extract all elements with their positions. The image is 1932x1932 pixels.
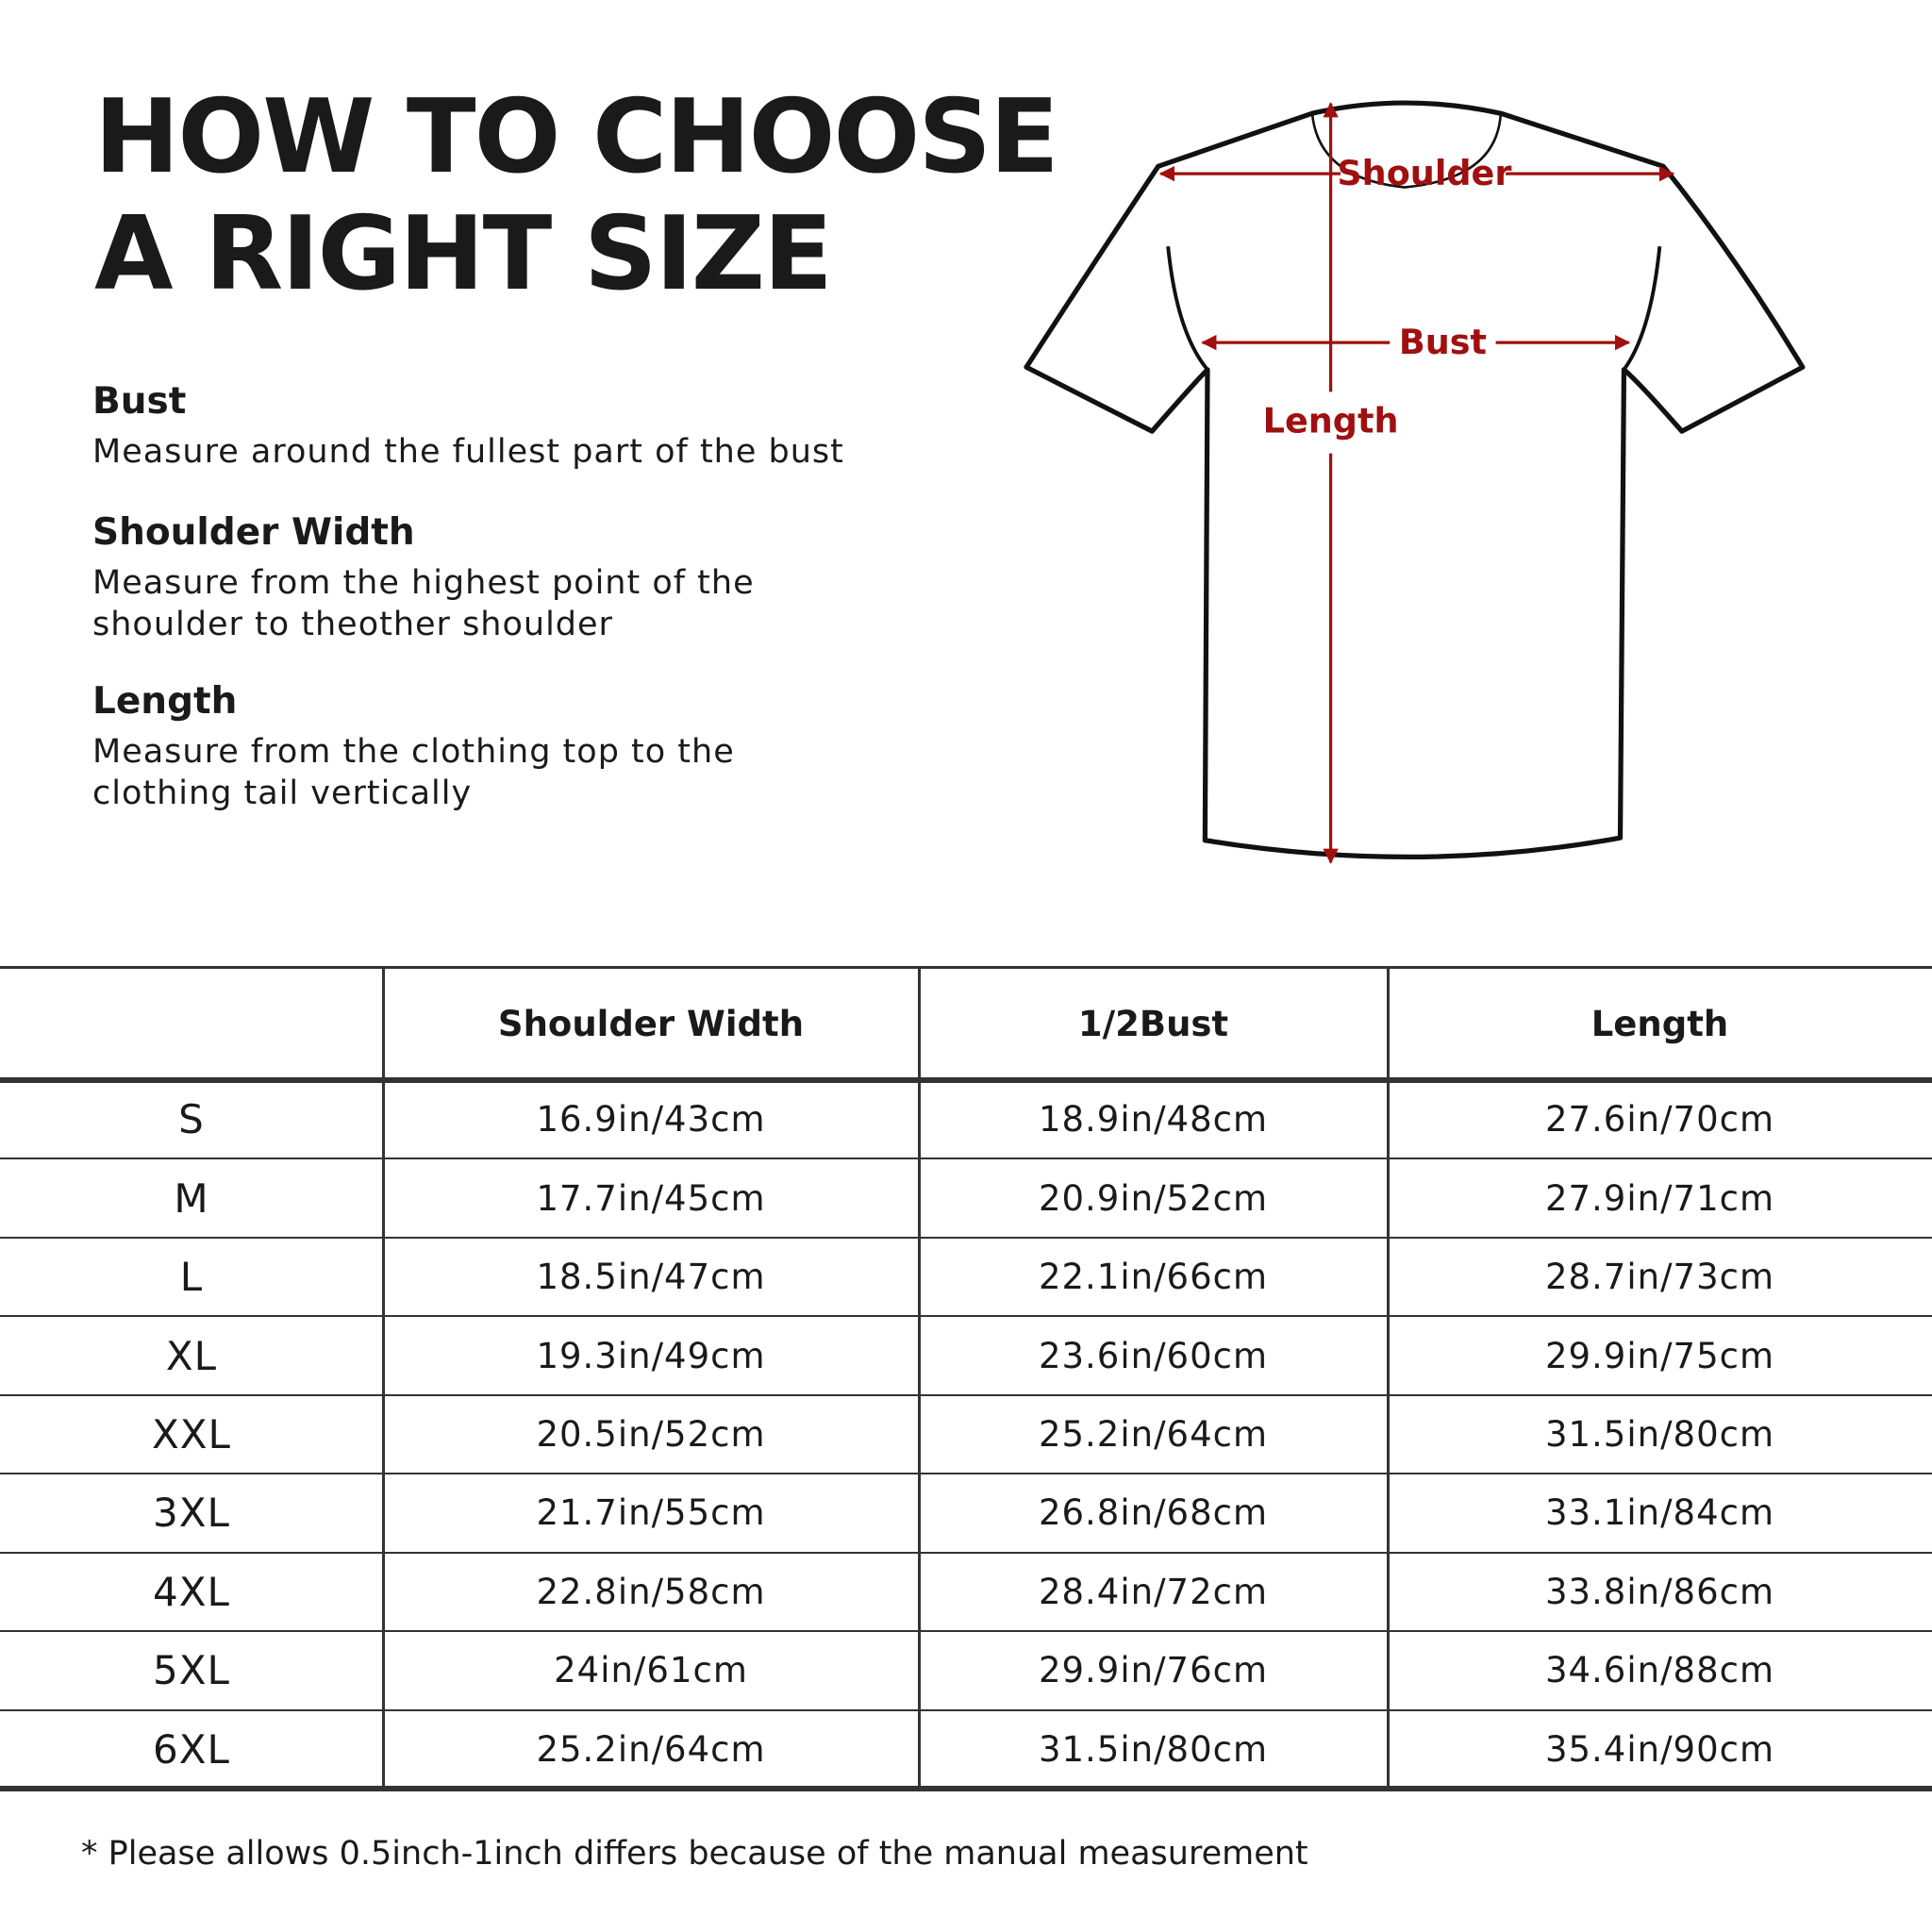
length-label: Length <box>1263 400 1399 441</box>
collar <box>1310 113 1503 189</box>
definition-heading: Bust <box>92 380 187 423</box>
table-cell: 24in/61cm <box>554 1650 748 1691</box>
title-line: HOW TO CHOOSE <box>94 78 1059 196</box>
row-line <box>0 1393 1932 1396</box>
footnote: * Please allows 0.5inch-1inch differs be… <box>81 1835 1308 1873</box>
row-line <box>0 1158 1932 1160</box>
table-bottom-line <box>0 1786 1932 1791</box>
table-cell: 33.1in/84cm <box>1544 1492 1775 1534</box>
table-cell: 25.2in/64cm <box>1038 1413 1269 1455</box>
table-cell: 33.8in/86cm <box>1544 1571 1775 1612</box>
table-cell: 31.5in/80cm <box>1544 1413 1775 1455</box>
table-cell: 22.1in/66cm <box>1038 1257 1269 1298</box>
definition-heading: Length <box>92 680 238 723</box>
table-cell: 16.9in/43cm <box>536 1099 766 1141</box>
row-line <box>0 1315 1932 1318</box>
table-cell: 27.6in/70cm <box>1544 1099 1775 1141</box>
column-header: Length <box>1591 1003 1729 1044</box>
table-cell: 29.9in/75cm <box>1544 1335 1775 1376</box>
table-cell: 17.7in/45cm <box>536 1177 766 1219</box>
definition-text: shoulder to theother shoulder <box>92 606 613 643</box>
definition-text: clothing tail vertically <box>92 774 473 812</box>
table-cell: 18.9in/48cm <box>1038 1099 1269 1141</box>
row-line <box>0 1473 1932 1475</box>
table-cell: 25.2in/64cm <box>536 1728 766 1770</box>
size-label: S <box>178 1096 205 1143</box>
size-label: M <box>174 1174 209 1222</box>
size-label: 3XL <box>153 1490 230 1537</box>
table-cell: 34.6in/88cm <box>1544 1650 1775 1691</box>
table-cell: 35.4in/90cm <box>1544 1728 1775 1770</box>
table-cell: 18.5in/47cm <box>536 1257 766 1298</box>
size-label: XXL <box>152 1410 231 1457</box>
table-cell: 20.5in/52cm <box>536 1413 766 1455</box>
bust-label: Bust <box>1399 322 1487 362</box>
table-cell: 26.8in/68cm <box>1038 1492 1269 1534</box>
column-line <box>918 967 921 1789</box>
header-line <box>0 1077 1932 1083</box>
table-cell: 28.4in/72cm <box>1038 1571 1269 1612</box>
table-cell: 31.5in/80cm <box>1038 1728 1269 1770</box>
shirt-outline <box>1024 100 1806 860</box>
table-cell: 21.7in/55cm <box>536 1492 766 1534</box>
table-top-line <box>0 966 1932 969</box>
table-cell: 27.9in/71cm <box>1544 1177 1775 1219</box>
definition-heading: Shoulder Width <box>92 511 415 554</box>
row-line <box>0 1236 1932 1239</box>
size-label: L <box>179 1254 204 1301</box>
table-cell: 20.9in/52cm <box>1038 1177 1269 1219</box>
table-cell: 28.7in/73cm <box>1544 1257 1775 1298</box>
size-label: XL <box>165 1332 218 1379</box>
row-line <box>0 1630 1932 1633</box>
size-label: 6XL <box>153 1725 230 1773</box>
shirt-diagram: Shoulder Bust Length <box>1024 100 1806 864</box>
definition-text: Measure around the fullest part of the b… <box>92 433 844 471</box>
row-line <box>0 1708 1932 1711</box>
column-line <box>382 967 385 1789</box>
column-header: 1/2Bust <box>1077 1003 1229 1044</box>
table-cell: 29.9in/76cm <box>1038 1650 1269 1691</box>
title-line: A RIGHT SIZE <box>94 195 833 313</box>
sleeve-seam <box>1166 246 1662 372</box>
definition-text: Measure from the clothing top to the <box>92 733 735 771</box>
size-label: 5XL <box>153 1647 230 1694</box>
table-cell: 19.3in/49cm <box>536 1335 766 1376</box>
table-cell: 22.8in/58cm <box>536 1571 766 1612</box>
column-line <box>1387 967 1390 1789</box>
table-cell: 23.6in/60cm <box>1038 1335 1269 1376</box>
column-header: Shoulder Width <box>497 1003 805 1044</box>
shoulder-label: Shoulder <box>1337 153 1511 193</box>
definition-text: Measure from the highest point of the <box>92 564 755 602</box>
size-label: 4XL <box>153 1568 230 1615</box>
row-line <box>0 1551 1932 1554</box>
